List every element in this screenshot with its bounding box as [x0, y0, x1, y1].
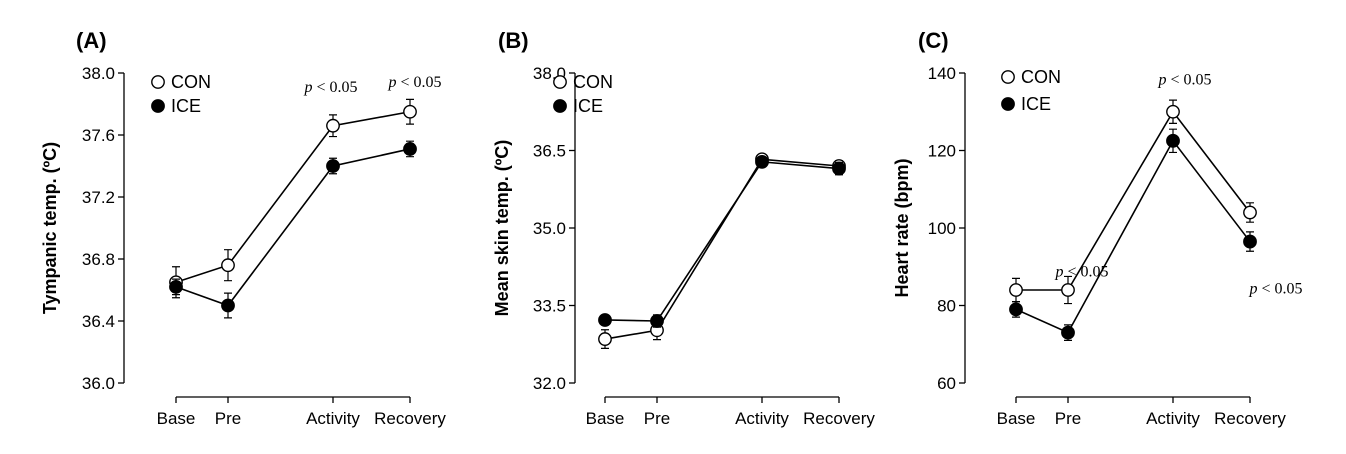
legend-marker: [151, 75, 165, 89]
x-tick-label: Recovery: [803, 409, 875, 428]
data-point: [1061, 283, 1075, 297]
data-point: [169, 279, 183, 294]
series-line: [604, 158, 840, 340]
series-ice: [598, 154, 846, 328]
chart-panel-0: (A) Tympanic temp. (ºC) 36.0 36.4 36.8 37.2 37…: [40, 28, 446, 428]
series-con: [598, 152, 846, 349]
series-ice: [1009, 128, 1257, 341]
data-point: [598, 313, 612, 327]
data-point: [221, 258, 235, 273]
y-tick-label: 36.8: [82, 250, 115, 269]
data-point: [650, 314, 664, 328]
x-tick-label: Activity: [1146, 409, 1200, 428]
panel-letter: (A): [76, 28, 107, 53]
series-con: [169, 98, 417, 299]
data-point: [403, 104, 417, 119]
y-tick-label: 35.0: [533, 219, 566, 238]
y-tick-label: 80: [937, 297, 956, 316]
significance-annotation: p < 0.05: [1157, 72, 1211, 89]
legend-label: ICE: [1021, 94, 1051, 114]
x-tick-label: Base: [586, 409, 625, 428]
legend-label: CON: [171, 72, 211, 92]
x-tick-label: Pre: [644, 409, 670, 428]
y-tick-label: 37.2: [82, 188, 115, 207]
y-axis-label: Heart rate (bpm): [892, 158, 912, 297]
panel-letter: (C): [918, 28, 949, 53]
series-line: [175, 148, 411, 307]
x-tick-label: Base: [997, 409, 1036, 428]
x-tick-label: Recovery: [374, 409, 446, 428]
y-axis-label: Tympanic temp. (ºC): [40, 142, 60, 314]
legend-marker: [1001, 97, 1015, 111]
data-point: [326, 118, 340, 133]
legend-label: ICE: [171, 96, 201, 116]
significance-annotation: p < 0.05: [1054, 263, 1108, 280]
legend-label: ICE: [573, 96, 603, 116]
y-tick-label: 32.0: [533, 374, 566, 393]
y-tick-label: 36.0: [82, 374, 115, 393]
legend-marker: [151, 99, 165, 113]
significance-annotation: p < 0.05: [1248, 280, 1302, 297]
significance-annotation: p < 0.05: [387, 74, 441, 91]
y-tick-label: 33.5: [533, 297, 566, 316]
legend-label: CON: [573, 72, 613, 92]
x-tick-label: Pre: [215, 409, 241, 428]
series-line: [1016, 110, 1251, 291]
x-tick-label: Pre: [1055, 409, 1081, 428]
y-tick-label: 120: [928, 142, 956, 161]
y-tick-label: 60: [937, 374, 956, 393]
chart-panel-2: (C) Heart rate (bpm) 60 80 100 120 140 Base Pre A…: [892, 28, 1303, 428]
y-tick-label: 36.4: [82, 312, 115, 331]
data-point: [1009, 283, 1023, 297]
legend-marker: [553, 99, 567, 113]
data-point: [1166, 104, 1180, 119]
x-tick-label: Base: [157, 409, 196, 428]
legend-marker: [553, 75, 567, 89]
series-line: [1015, 139, 1251, 334]
significance-annotation: p < 0.05: [303, 79, 357, 96]
y-tick-label: 100: [928, 219, 956, 238]
panel-letter: (B): [498, 28, 529, 53]
legend-marker: [1001, 70, 1015, 84]
legend-label: CON: [1021, 67, 1061, 87]
chart-panel-1: (B)Mean skin temp. (ºC)32.033.535.036.53…: [492, 28, 875, 428]
data-point: [598, 332, 612, 346]
data-point: [1166, 133, 1180, 148]
data-point: [1009, 302, 1023, 317]
y-axis-label: Mean skin temp. (ºC): [492, 140, 512, 317]
data-point: [326, 159, 340, 173]
data-point: [832, 161, 846, 176]
data-point: [221, 298, 235, 313]
data-point: [1243, 205, 1257, 220]
series-ice: [169, 140, 417, 319]
series-line: [604, 161, 840, 322]
series-line: [175, 110, 411, 284]
series-con: [1009, 99, 1257, 305]
y-tick-label: 36.5: [533, 142, 566, 161]
data-point: [1243, 234, 1257, 249]
data-point: [403, 142, 417, 156]
x-tick-label: Recovery: [1214, 409, 1286, 428]
x-tick-label: Activity: [735, 409, 789, 428]
data-point: [755, 154, 769, 169]
y-tick-label: 38.0: [82, 64, 115, 83]
y-tick-label: 140: [928, 64, 956, 83]
x-tick-label: Activity: [306, 409, 360, 428]
y-tick-label: 37.6: [82, 126, 115, 145]
data-point: [1061, 325, 1075, 340]
